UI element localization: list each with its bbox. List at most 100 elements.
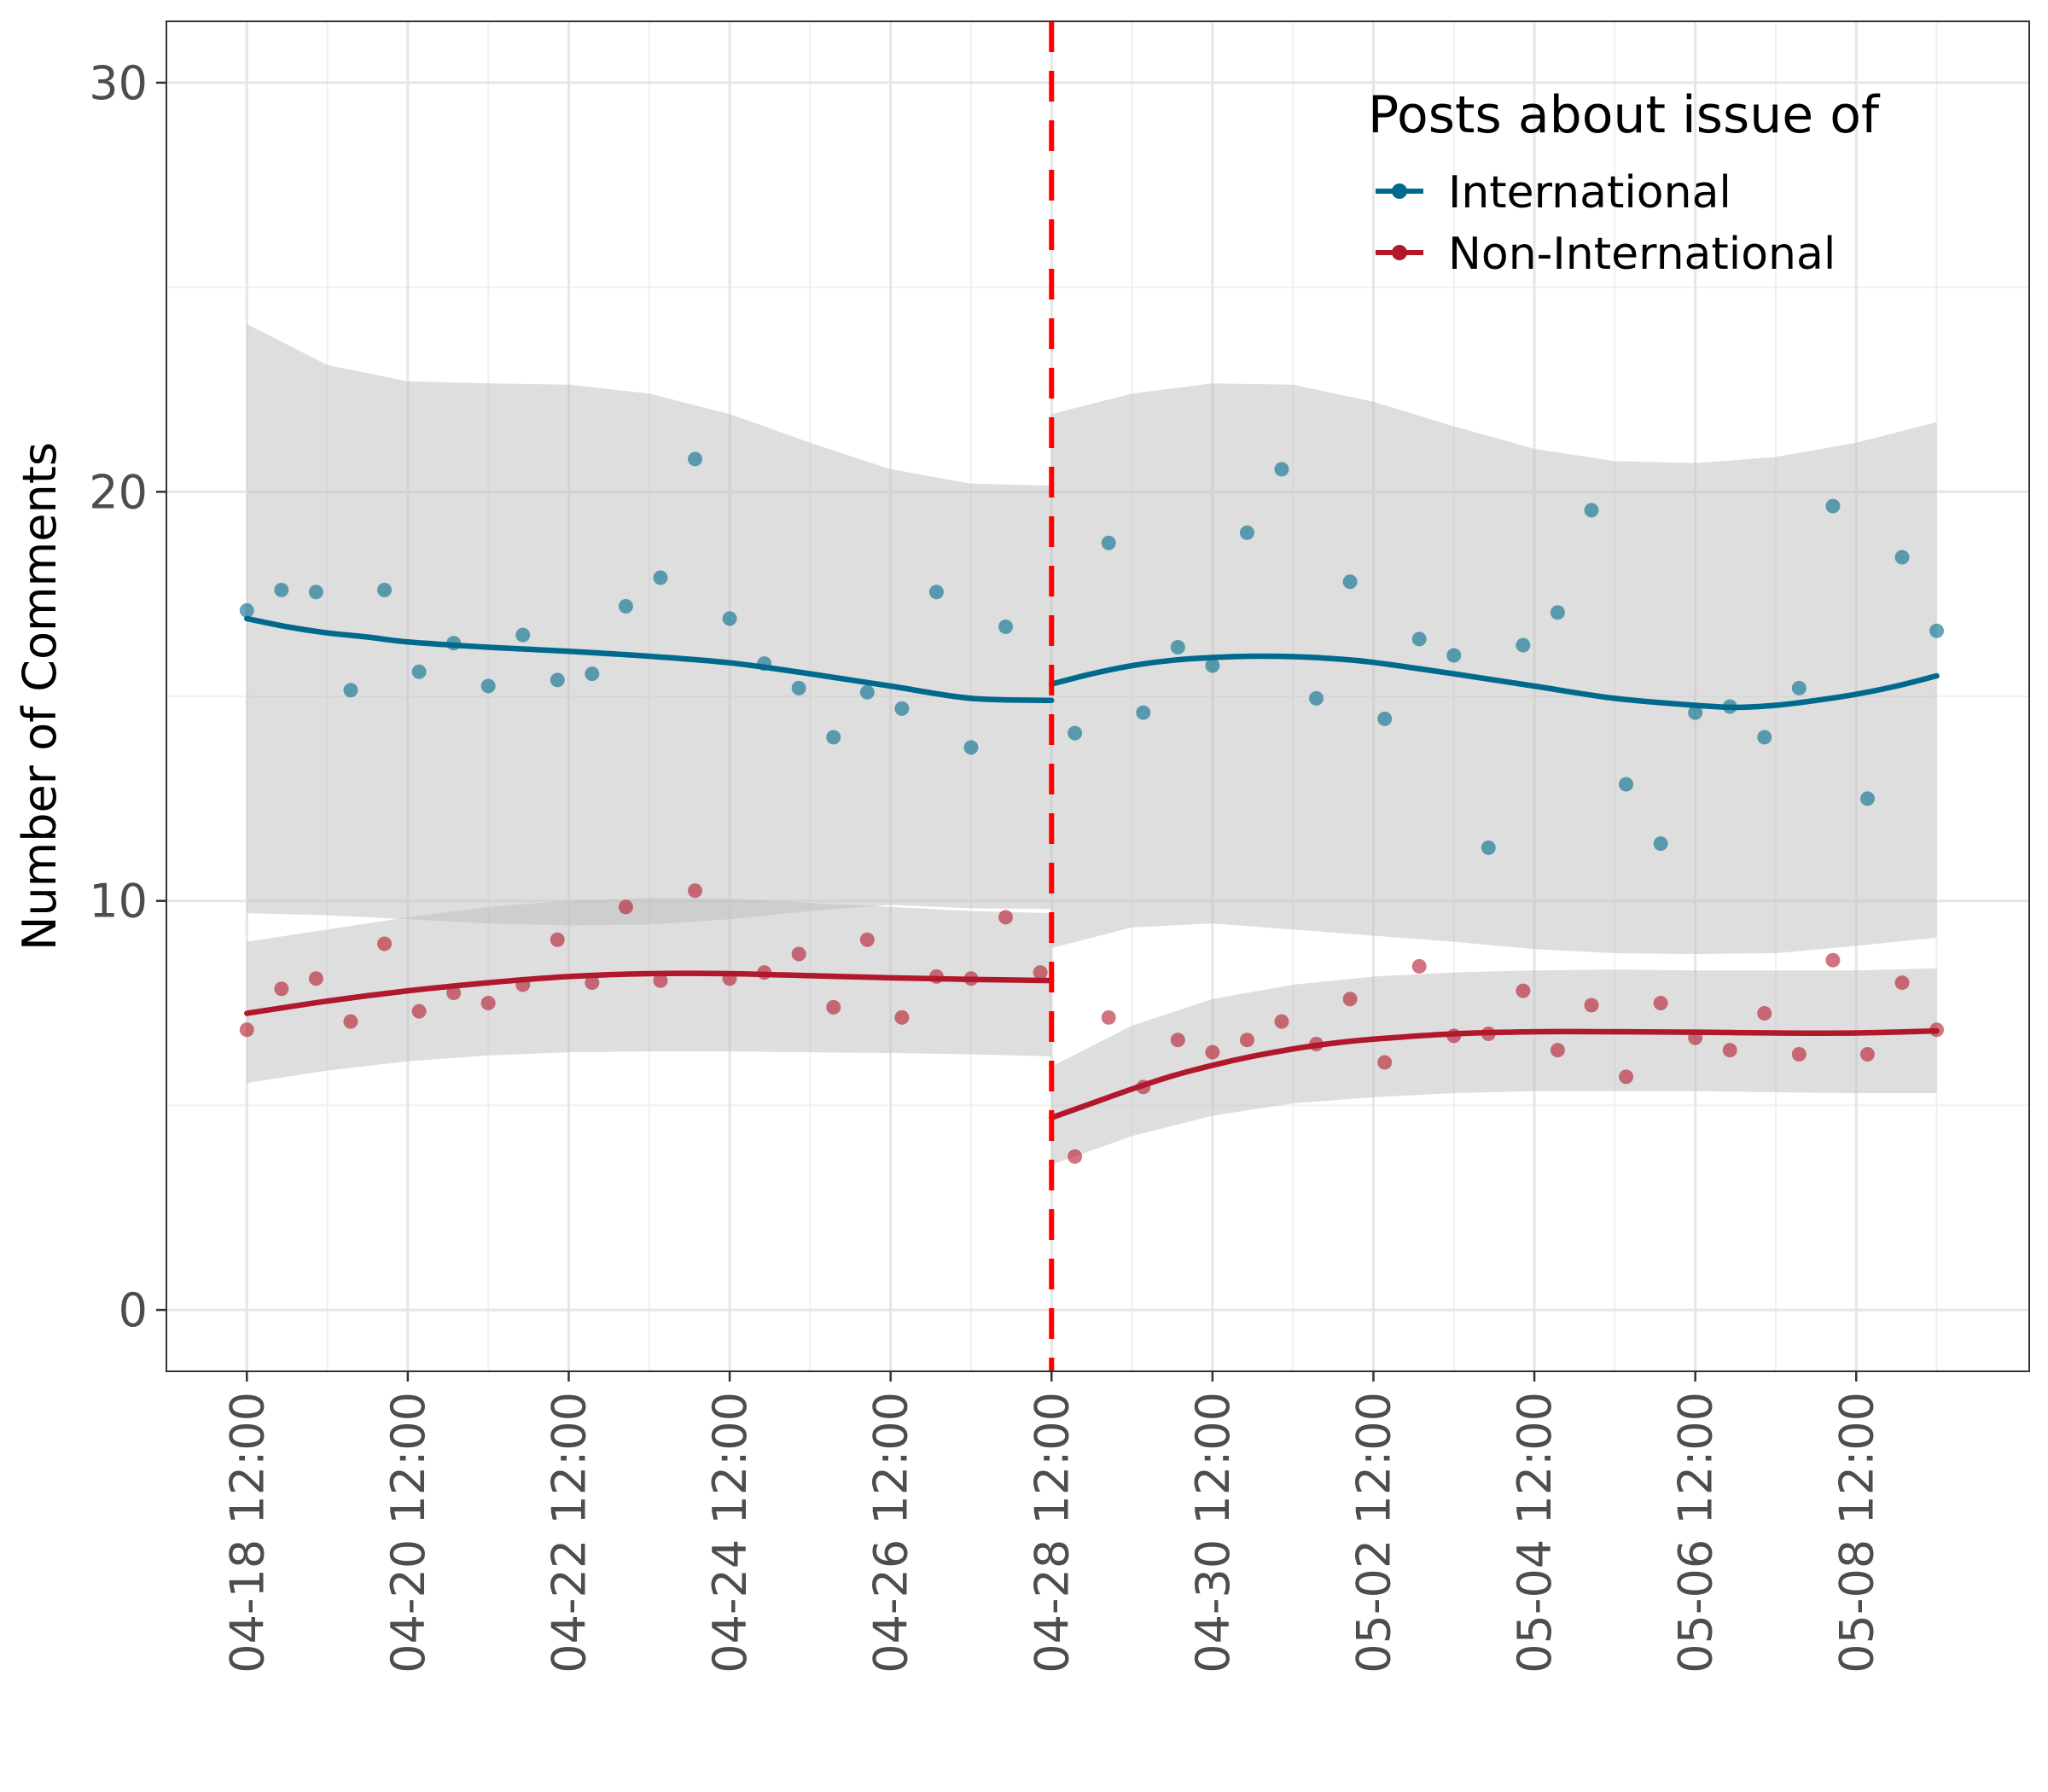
data-point-non-international — [1377, 1055, 1393, 1070]
confidence-band-international — [1051, 383, 1937, 955]
legend: Posts about issue of International Non-I… — [1368, 85, 1881, 280]
x-tick-label: 04-20 12:00 — [381, 1392, 435, 1673]
x-tick-label: 05-08 12:00 — [1830, 1392, 1883, 1673]
fit-line-international — [244, 615, 1055, 704]
y-tick-label: 20 — [89, 465, 148, 519]
data-point-non-international — [239, 1022, 254, 1038]
data-point-non-international — [998, 910, 1014, 925]
data-point-non-international — [1859, 1046, 1875, 1062]
x-tick-label: 04-28 12:00 — [1025, 1392, 1079, 1673]
data-point-non-international — [1619, 1069, 1634, 1085]
data-point-non-international — [688, 883, 703, 899]
data-point-international — [1859, 791, 1875, 806]
x-tick-label: 05-06 12:00 — [1669, 1392, 1723, 1673]
legend-item-international: International — [1376, 167, 1731, 218]
data-point-international — [480, 678, 496, 694]
data-point-international — [1894, 550, 1910, 565]
data-point-international — [928, 585, 944, 600]
data-point-non-international — [1033, 965, 1048, 980]
data-point-international — [1791, 680, 1807, 695]
data-point-non-international — [411, 1004, 427, 1019]
data-point-international — [618, 599, 633, 614]
data-point-international — [1929, 623, 1945, 638]
data-point-international — [963, 740, 979, 755]
data-point-non-international — [1653, 996, 1668, 1011]
data-point-international — [859, 684, 875, 700]
data-point-non-international — [1722, 1043, 1737, 1058]
data-point-international — [1825, 498, 1841, 514]
data-point-international — [722, 611, 737, 626]
data-point-international — [1481, 840, 1496, 855]
data-point-international — [998, 620, 1014, 635]
data-point-non-international — [618, 899, 633, 915]
x-tick-label: 04-24 12:00 — [703, 1392, 757, 1673]
data-point-international — [653, 570, 668, 585]
data-point-international — [1757, 730, 1772, 745]
data-point-international — [688, 451, 703, 467]
data-point-non-international — [1239, 1033, 1254, 1048]
data-point-non-international — [1825, 952, 1841, 968]
data-point-non-international — [1170, 1033, 1185, 1048]
data-point-international — [585, 666, 600, 682]
data-point-non-international — [343, 1014, 358, 1029]
plot-panel-border — [166, 20, 2030, 1372]
y-axis-title: Number of Comments — [13, 442, 67, 951]
x-tick-label: 05-04 12:00 — [1508, 1392, 1562, 1673]
data-point-non-international — [1068, 1149, 1083, 1164]
data-point-international — [343, 683, 358, 698]
data-point-international — [1342, 574, 1358, 590]
data-point-international — [411, 664, 427, 679]
data-point-international — [515, 627, 531, 643]
fit-line-non-international — [244, 970, 1055, 1016]
data-point-non-international — [274, 981, 289, 997]
data-point-non-international — [308, 971, 323, 986]
fit-line-non-international — [1049, 1027, 1940, 1121]
data-point-international — [894, 701, 910, 716]
confidence-band-international — [247, 323, 1052, 926]
y-tick-label: 10 — [89, 875, 148, 928]
data-point-non-international — [1516, 983, 1531, 998]
data-point-international — [550, 672, 565, 688]
data-point-international — [1309, 690, 1324, 706]
legend-label-international: International — [1448, 167, 1731, 218]
data-point-international — [1411, 631, 1427, 647]
y-axis: 0 10 20 30 — [89, 56, 166, 1337]
confidence-band-non-international — [247, 898, 1052, 1084]
legend-label-non-international: Non-International — [1448, 229, 1836, 280]
x-tick-label: 04-30 12:00 — [1186, 1392, 1240, 1673]
x-axis: 04-18 12:00 04-20 12:00 04-22 12:00 04-24 1… — [220, 1371, 1883, 1673]
x-tick-label: 04-22 12:00 — [542, 1392, 596, 1673]
data-point-international — [1377, 711, 1393, 726]
y-tick-label: 30 — [89, 56, 148, 110]
data-point-non-international — [1550, 1043, 1565, 1058]
data-point-non-international — [1894, 975, 1910, 991]
data-point-non-international — [1411, 958, 1427, 974]
data-point-international — [1446, 648, 1462, 663]
confidence-band-non-international — [1051, 968, 1937, 1165]
data-point-international — [1550, 605, 1565, 620]
data-point-non-international — [859, 932, 875, 947]
legend-title: Posts about issue of — [1368, 85, 1881, 145]
data-point-international — [1170, 639, 1185, 655]
data-point-international — [239, 602, 254, 618]
data-point-international — [1688, 705, 1703, 720]
fit-lines — [244, 615, 1940, 1121]
fit-line-international — [1049, 653, 1940, 711]
data-point-non-international — [826, 999, 841, 1015]
x-tick-label: 04-26 12:00 — [864, 1392, 918, 1673]
data-point-international — [1516, 637, 1531, 653]
data-points — [239, 451, 1945, 1164]
x-tick-label: 05-02 12:00 — [1347, 1392, 1400, 1673]
data-point-non-international — [480, 996, 496, 1011]
data-point-non-international — [446, 986, 462, 1001]
x-tick-label: 04-18 12:00 — [220, 1392, 274, 1673]
data-point-non-international — [1274, 1014, 1289, 1029]
confidence-ribbons — [247, 323, 1937, 1165]
data-point-non-international — [1791, 1046, 1807, 1062]
data-point-international — [1239, 525, 1254, 540]
legend-item-non-international: Non-International — [1376, 229, 1836, 280]
data-point-international — [1584, 503, 1599, 518]
data-point-non-international — [1757, 1006, 1772, 1021]
data-point-international — [1101, 535, 1116, 550]
data-point-non-international — [1584, 998, 1599, 1013]
